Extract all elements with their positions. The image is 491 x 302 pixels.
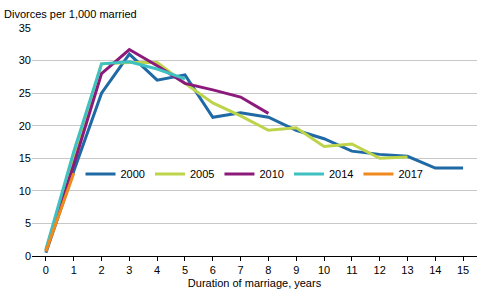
svg-text:2017: 2017 — [398, 168, 422, 180]
svg-text:20: 20 — [19, 120, 31, 132]
svg-text:1: 1 — [71, 264, 77, 276]
svg-text:9: 9 — [293, 264, 299, 276]
svg-text:2005: 2005 — [190, 168, 214, 180]
svg-text:25: 25 — [19, 87, 31, 99]
svg-text:Duration of marriage, years: Duration of marriage, years — [188, 277, 322, 289]
svg-text:8: 8 — [265, 264, 271, 276]
svg-text:0: 0 — [25, 250, 31, 262]
svg-text:2010: 2010 — [259, 168, 283, 180]
svg-text:2: 2 — [98, 264, 104, 276]
svg-text:5: 5 — [25, 217, 31, 229]
svg-text:15: 15 — [19, 152, 31, 164]
svg-text:10: 10 — [318, 264, 330, 276]
svg-text:3: 3 — [126, 264, 132, 276]
svg-text:14: 14 — [429, 264, 441, 276]
svg-text:12: 12 — [374, 264, 386, 276]
svg-text:10: 10 — [19, 185, 31, 197]
svg-text:5: 5 — [182, 264, 188, 276]
svg-text:0: 0 — [43, 264, 49, 276]
svg-text:30: 30 — [19, 54, 31, 66]
svg-text:13: 13 — [401, 264, 413, 276]
svg-text:6: 6 — [210, 264, 216, 276]
svg-text:35: 35 — [19, 22, 31, 34]
svg-text:15: 15 — [457, 264, 469, 276]
svg-text:2014: 2014 — [329, 168, 353, 180]
svg-text:2000: 2000 — [121, 168, 145, 180]
svg-text:7: 7 — [238, 264, 244, 276]
svg-text:Divorces per 1,000 married: Divorces per 1,000 married — [4, 8, 137, 20]
svg-text:11: 11 — [346, 264, 357, 276]
svg-text:4: 4 — [154, 264, 160, 276]
